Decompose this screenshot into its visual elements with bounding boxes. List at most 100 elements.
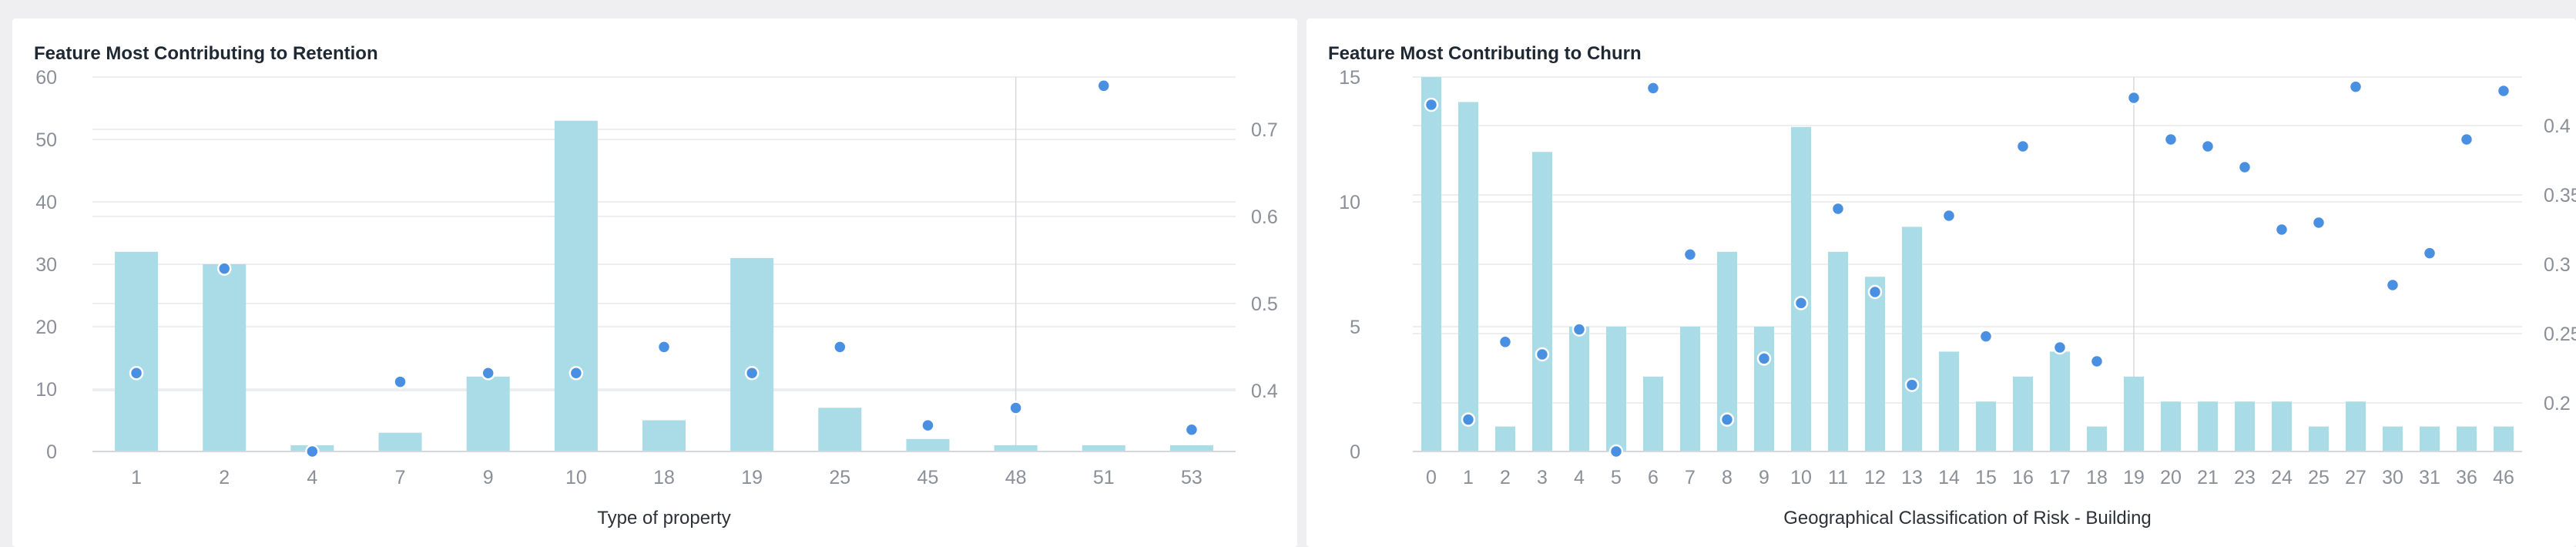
- x-tick-label: 20: [2160, 467, 2182, 488]
- bar[interactable]: [730, 257, 774, 451]
- point[interactable]: [921, 418, 935, 433]
- point[interactable]: [1867, 284, 1883, 300]
- point[interactable]: [2015, 139, 2031, 154]
- point[interactable]: [833, 340, 847, 354]
- bar[interactable]: [1495, 426, 1515, 451]
- y-tick-label: 50: [35, 129, 57, 151]
- point[interactable]: [2496, 83, 2511, 99]
- bar[interactable]: [818, 408, 862, 451]
- point[interactable]: [393, 374, 408, 389]
- bar[interactable]: [1754, 327, 1774, 451]
- y-tick-label: 15: [1339, 67, 1360, 89]
- bar[interactable]: [2050, 351, 2070, 451]
- point[interactable]: [2126, 90, 2142, 106]
- x-tick-label: 45: [917, 467, 939, 488]
- point[interactable]: [1904, 378, 1920, 392]
- point[interactable]: [1571, 322, 1587, 337]
- point[interactable]: [744, 366, 760, 381]
- bar[interactable]: [203, 264, 247, 451]
- y-tick-label: 0: [1350, 441, 1360, 463]
- bar[interactable]: [2272, 401, 2292, 451]
- bar[interactable]: [2457, 426, 2477, 451]
- point[interactable]: [2422, 246, 2437, 260]
- bar[interactable]: [2087, 426, 2107, 451]
- bar[interactable]: [115, 251, 159, 451]
- point[interactable]: [1793, 296, 1809, 310]
- point[interactable]: [305, 444, 320, 459]
- bar[interactable]: [1643, 376, 1663, 451]
- x-tick-label: 7: [395, 467, 406, 488]
- bar[interactable]: [2346, 401, 2366, 451]
- bar[interactable]: [2124, 376, 2144, 451]
- bar[interactable]: [2013, 376, 2033, 451]
- bar[interactable]: [1680, 327, 1700, 451]
- bar[interactable]: [1169, 445, 1213, 451]
- point[interactable]: [216, 261, 232, 276]
- bar[interactable]: [1865, 277, 1885, 451]
- bar[interactable]: [2383, 426, 2403, 451]
- bar[interactable]: [642, 420, 686, 452]
- point[interactable]: [1535, 347, 1550, 362]
- retention-chart[interactable]: 0 10 20 30 40 50 60 0.4 0.5 0.6 0.7 1 2 4 7 9 10 18 19 25 45…: [12, 18, 1297, 547]
- point[interactable]: [1941, 208, 1957, 223]
- x-tick-label: 46: [2493, 467, 2514, 488]
- point[interactable]: [2163, 132, 2179, 147]
- bar[interactable]: [1606, 327, 1626, 451]
- point[interactable]: [1645, 81, 1661, 96]
- x-tick-label: 10: [1790, 467, 1812, 488]
- x-tick-label: 12: [1864, 467, 1886, 488]
- x-tick-label: 18: [2086, 467, 2108, 488]
- point[interactable]: [1498, 334, 1513, 350]
- bar[interactable]: [1828, 251, 1848, 451]
- point[interactable]: [1424, 97, 1439, 112]
- bar[interactable]: [2309, 426, 2329, 451]
- bar[interactable]: [2235, 401, 2255, 451]
- y2-tick-label: 0.35: [2544, 185, 2576, 206]
- point[interactable]: [2459, 132, 2474, 147]
- bar[interactable]: [1939, 351, 1959, 451]
- bar[interactable]: [1421, 77, 1441, 451]
- bar[interactable]: [2161, 401, 2181, 451]
- bar[interactable]: [994, 445, 1038, 451]
- point[interactable]: [1096, 79, 1112, 93]
- bar[interactable]: [1569, 327, 1589, 451]
- bar[interactable]: [1791, 126, 1811, 452]
- point[interactable]: [569, 366, 584, 381]
- bar[interactable]: [906, 438, 950, 451]
- point[interactable]: [2348, 79, 2363, 94]
- point[interactable]: [2311, 215, 2326, 230]
- point[interactable]: [1184, 422, 1199, 437]
- point[interactable]: [1830, 201, 1846, 216]
- point[interactable]: [656, 340, 672, 354]
- bar[interactable]: [2494, 426, 2514, 451]
- bar[interactable]: [1458, 102, 1478, 451]
- bar[interactable]: [554, 120, 598, 451]
- bar[interactable]: [1976, 401, 1996, 451]
- point[interactable]: [2385, 277, 2400, 293]
- point[interactable]: [481, 366, 495, 381]
- point[interactable]: [2274, 222, 2289, 237]
- point[interactable]: [1756, 351, 1772, 366]
- bar[interactable]: [1532, 152, 1552, 451]
- bar[interactable]: [2420, 426, 2440, 451]
- bar[interactable]: [2198, 401, 2218, 451]
- x-tick-label: 24: [2271, 467, 2293, 488]
- bar[interactable]: [466, 376, 510, 451]
- bar[interactable]: [1902, 227, 1922, 451]
- point[interactable]: [1978, 329, 1994, 344]
- point[interactable]: [1682, 247, 1698, 262]
- retention-chart-title: Feature Most Contributing to Retention: [34, 43, 378, 64]
- point[interactable]: [2200, 139, 2215, 154]
- point[interactable]: [2237, 159, 2252, 175]
- point[interactable]: [1461, 412, 1476, 427]
- point[interactable]: [1608, 444, 1624, 459]
- point[interactable]: [2052, 340, 2068, 355]
- x-tick-label: 16: [2012, 467, 2034, 488]
- bar[interactable]: [378, 432, 422, 451]
- point[interactable]: [1719, 412, 1735, 427]
- point[interactable]: [1008, 401, 1023, 415]
- point[interactable]: [2089, 354, 2105, 369]
- bar[interactable]: [1082, 445, 1125, 451]
- point[interactable]: [129, 366, 144, 381]
